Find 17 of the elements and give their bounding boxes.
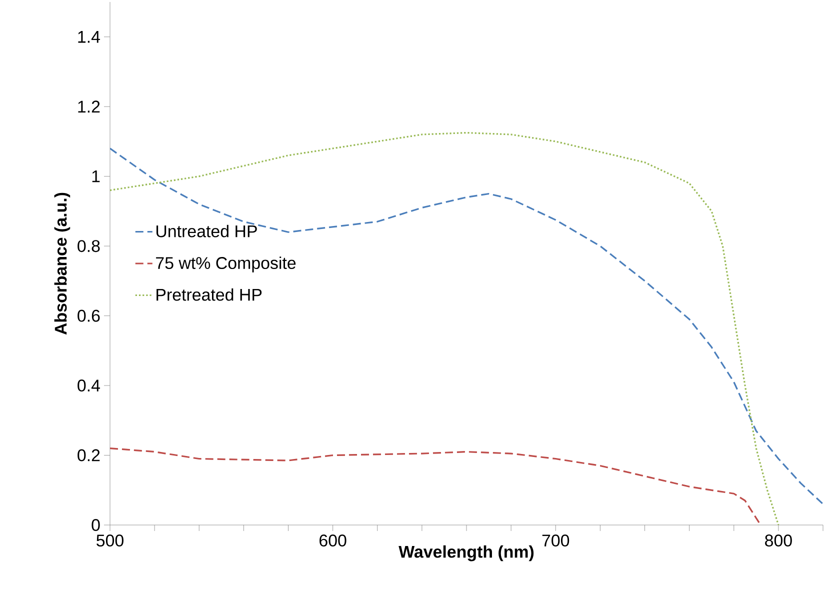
x-axis-title: Wavelength (nm) [398,545,534,562]
y-tick-label: 0.2 [78,449,100,462]
x-tick-label: 500 [96,534,124,547]
legend-label: Pretreated HP [156,288,262,301]
y-tick-label: 1 [92,170,100,182]
y-tick-label: 0.6 [78,310,100,322]
y-tick-label: 1.2 [78,100,100,113]
y-tick-label: 1.4 [78,31,100,43]
legend-label: 75 wt% Composite [156,256,296,272]
legend-label: Untreated HP [156,224,257,238]
x-tick-label: 600 [320,534,346,547]
y-tick-label: 0 [92,519,100,532]
y-tick-label: 0.8 [78,240,100,252]
y-axis-title: Absorbance (a.u.) [54,192,70,335]
y-tick-label: 0.4 [78,380,100,392]
x-tick-label: 700 [542,534,570,547]
x-tick-label: 800 [765,534,792,547]
